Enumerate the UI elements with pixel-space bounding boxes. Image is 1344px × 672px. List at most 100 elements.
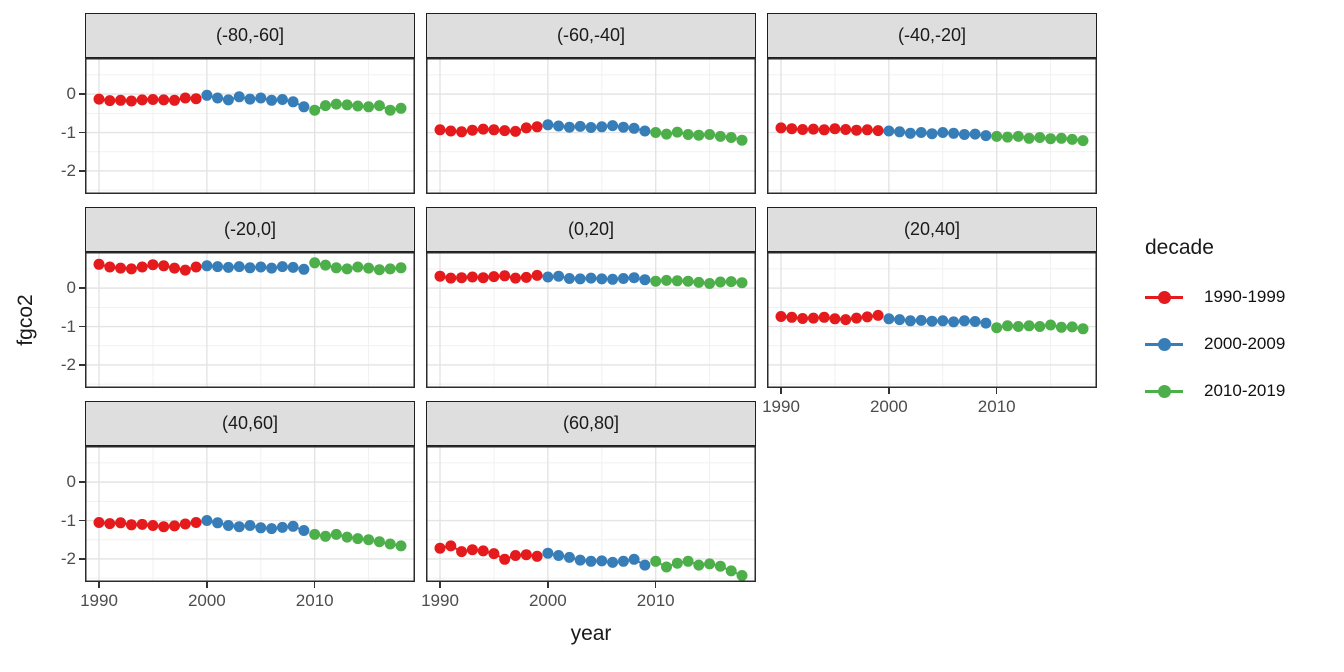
series-2000-2009 (542, 270, 651, 286)
facet-panel (426, 446, 756, 582)
facet-strip: (-40,-20] (767, 13, 1097, 58)
y-tick-mark (79, 131, 85, 134)
legend-item: 2010-2019 (1145, 379, 1285, 403)
series-2010-2019 (309, 257, 407, 276)
legend-key-point (1157, 384, 1171, 398)
series-2000-2009 (542, 119, 651, 137)
facet-panel (85, 446, 415, 582)
x-tick-label: 2000 (528, 591, 567, 610)
series-2010-2019 (650, 555, 748, 581)
legend-key-point (1157, 290, 1171, 304)
facet-strip-label: (60,80] (562, 413, 620, 433)
y-tick-mark (79, 364, 85, 366)
y-tick-mark (79, 287, 85, 289)
facet-panel (426, 252, 756, 388)
legend-item-label: 2000-2009 (1204, 334, 1286, 353)
x-tick-label: 2010 (295, 591, 334, 610)
x-tick-mark (654, 582, 657, 588)
y-tick-mark (79, 481, 85, 483)
x-tick-label: 1990 (421, 591, 459, 610)
series-2000-2009 (883, 125, 992, 142)
x-tick-label: 1990 (80, 591, 118, 610)
legend-key-point (1157, 337, 1171, 351)
x-tick-label: 2000 (187, 591, 226, 610)
y-tick-label: -1 (60, 510, 76, 530)
y-tick-label: -2 (60, 354, 76, 374)
x-tick-mark (888, 388, 890, 394)
y-tick-mark (79, 170, 85, 172)
series-1990-1999 (93, 517, 202, 533)
facet-panel (426, 58, 756, 194)
facet-strip-label: (-20,0] (223, 219, 277, 239)
facet-strip-label: (-40,-20] (897, 25, 967, 45)
series-2010-2019 (991, 319, 1089, 335)
series-2010-2019 (650, 274, 748, 289)
facet-strip: (-80,-60] (85, 13, 415, 58)
facet-strip-label: (-60,-40] (556, 25, 626, 45)
series-2000-2009 (883, 313, 992, 329)
facet-strip: (40,60] (85, 401, 415, 446)
x-tick-mark (98, 582, 100, 588)
facet-panel (85, 58, 415, 194)
series-2000-2009 (201, 515, 310, 536)
facet-strip: (0,20] (426, 207, 756, 252)
legend: decade 1990-1999 2000-2009 2010-2019 (1145, 0, 1344, 672)
y-tick-label: 0 (66, 278, 76, 298)
facet-strip: (-20,0] (85, 207, 415, 252)
series-1990-1999 (775, 122, 884, 137)
x-tick-mark (780, 388, 782, 394)
x-tick-mark (995, 388, 998, 394)
facet-strip-label: (0,20] (567, 219, 615, 239)
facet-strip-label: (-80,-60] (215, 25, 285, 45)
facet-strip: (-60,-40] (426, 13, 756, 58)
facet-panel (85, 252, 415, 388)
x-tick-mark (313, 582, 316, 588)
facet-strip-label: (20,40] (903, 219, 961, 239)
x-tick-mark (547, 582, 549, 588)
legend-item: 1990-1999 (1145, 285, 1285, 309)
series-1990-1999 (434, 121, 543, 138)
legend-key-2010-2019 (1145, 379, 1183, 403)
facet-panel (767, 252, 1097, 388)
y-tick-label: -2 (60, 548, 76, 568)
series-2010-2019 (991, 130, 1089, 147)
y-tick-label: -1 (60, 122, 76, 142)
series-1990-1999 (93, 258, 202, 276)
legend-item-label: 2010-2019 (1204, 381, 1286, 400)
series-1990-1999 (775, 309, 884, 326)
series-2010-2019 (650, 126, 748, 146)
series-2010-2019 (309, 528, 407, 552)
legend-item: 2000-2009 (1145, 332, 1285, 356)
legend-key-2000-2009 (1145, 332, 1183, 356)
facet-strip: (60,80] (426, 401, 756, 446)
series-2000-2009 (542, 547, 651, 571)
x-tick-mark (439, 582, 441, 588)
series-1990-1999 (93, 92, 202, 107)
y-tick-label: 0 (66, 472, 76, 492)
legend-item-label: 1990-1999 (1204, 287, 1286, 306)
series-2010-2019 (309, 98, 407, 116)
series-2000-2009 (201, 89, 310, 113)
y-tick-mark (79, 558, 85, 560)
y-tick-label: -1 (60, 316, 76, 336)
series-1990-1999 (434, 540, 543, 565)
x-tick-label: 2010 (636, 591, 675, 610)
x-tick-label: 2010 (977, 397, 1016, 416)
x-tick-mark (206, 582, 208, 588)
y-tick-label: -2 (60, 160, 76, 180)
x-tick-label: 1990 (762, 397, 800, 416)
facet-panel (767, 58, 1097, 194)
facet-strip: (20,40] (767, 207, 1097, 252)
series-2000-2009 (201, 260, 310, 275)
y-tick-label: 0 (66, 84, 76, 104)
series-1990-1999 (434, 269, 543, 284)
facet-strip-label: (40,60] (221, 413, 279, 433)
x-axis-title: year (570, 622, 612, 645)
y-tick-mark (79, 93, 85, 95)
y-tick-mark (79, 519, 85, 522)
legend-title: decade (1145, 236, 1214, 259)
x-tick-label: 2000 (869, 397, 908, 416)
legend-key-1990-1999 (1145, 285, 1183, 309)
y-tick-mark (79, 325, 85, 328)
